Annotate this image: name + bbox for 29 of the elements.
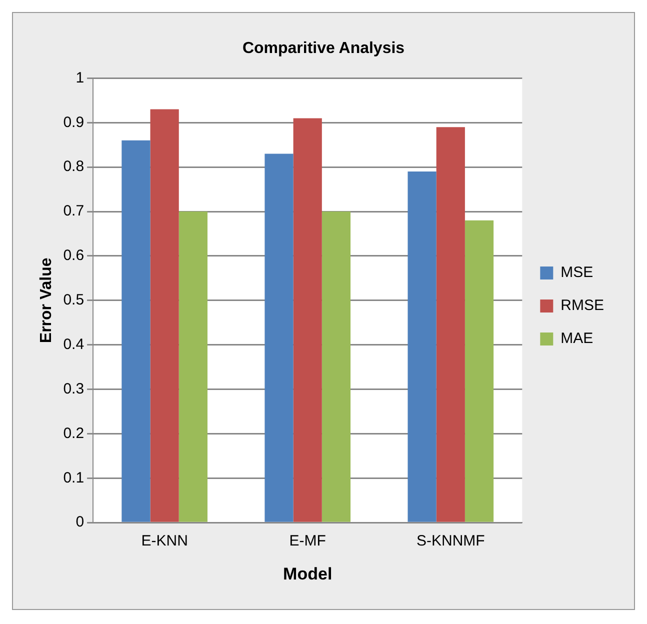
bar (436, 127, 465, 522)
bar (264, 154, 294, 522)
y-tick-label: 0.6 (63, 247, 84, 264)
chart-title: Comparitive Analysis (242, 40, 405, 58)
bar (122, 140, 150, 522)
x-axis-title: Model (283, 564, 332, 584)
y-tick-label: 0.3 (63, 380, 84, 398)
y-tick-label: 0.1 (63, 469, 84, 486)
y-axis-title: Error Value (38, 258, 56, 344)
bar (322, 212, 351, 522)
y-tick-label: 0.5 (63, 292, 84, 309)
bar (293, 118, 322, 522)
y-tick-label: 1 (76, 69, 84, 86)
legend-label: MSE (560, 264, 594, 282)
x-tick-label: S-KNNMF (416, 532, 485, 550)
legend-label: MAE (560, 330, 594, 348)
x-tick-label: E-KNN (141, 532, 188, 550)
bar (408, 172, 436, 522)
bar (464, 220, 494, 522)
y-tick-label: 0.4 (63, 336, 84, 353)
y-tick-label: 0.2 (63, 424, 84, 442)
x-tick-label: E-MF (289, 532, 326, 550)
bar (150, 109, 179, 522)
y-tick-label: 0 (76, 514, 84, 531)
y-tick-label: 0.8 (63, 158, 84, 176)
y-tick-label: 0.7 (63, 202, 84, 220)
legend-label: RMSE (560, 297, 604, 314)
y-tick-label: 0.9 (63, 114, 84, 131)
bar (178, 212, 208, 522)
